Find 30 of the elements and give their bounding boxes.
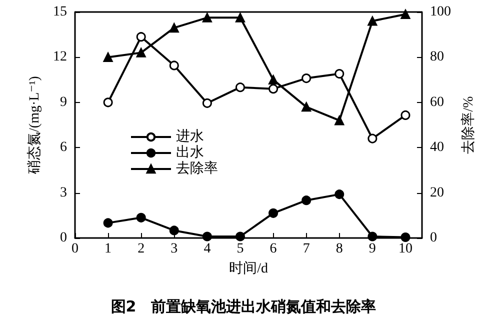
x-tick-label: 9: [368, 242, 376, 256]
x-tick-label: 1: [104, 242, 112, 256]
y2-tick-label: 60: [430, 94, 444, 110]
legend-label: 去除率: [176, 160, 218, 176]
y-tick-label: 0: [60, 230, 67, 246]
y-tick-label: 3: [60, 185, 67, 200]
y-tick-label: 6: [60, 140, 67, 156]
x-tick-label: 6: [270, 242, 277, 256]
x-tick-label: 8: [336, 242, 343, 256]
x-tick-label: 2: [138, 242, 145, 256]
x-tick-label: 10: [398, 242, 412, 256]
legend-label: 进水: [176, 128, 204, 144]
x-tick-label: 5: [236, 242, 244, 256]
x-tick-label: 7: [302, 242, 310, 256]
y-tick-label: 15: [53, 4, 67, 20]
y2-tick-label: 100: [430, 4, 451, 20]
legend-label: 出水: [176, 144, 204, 160]
y2-tick-label: 0: [430, 230, 437, 246]
y2-tick-label: 80: [430, 50, 444, 65]
text: 图2 前置缺氧池进出水硝氮值和去除率: [110, 298, 376, 316]
y2-tick-label: 40: [430, 140, 444, 156]
x-tick-label: 0: [72, 242, 78, 256]
y-tick-label: 12: [53, 50, 67, 65]
x-axis-title: 时间/d: [229, 260, 268, 276]
x-tick-label: 3: [170, 242, 178, 256]
x-tick-label: 4: [204, 242, 211, 256]
y-tick-label: 9: [60, 94, 67, 110]
y2-tick-label: 20: [430, 185, 444, 200]
y-axis-title: 硝态氮/(mg·L⁻¹): [26, 76, 43, 175]
y2-axis-title: 去除率/%: [460, 96, 476, 154]
